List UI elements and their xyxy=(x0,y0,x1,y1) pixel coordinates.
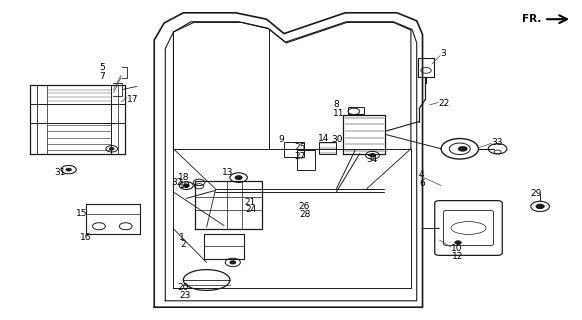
Text: 14: 14 xyxy=(318,134,330,143)
Circle shape xyxy=(536,204,544,209)
Text: 6: 6 xyxy=(419,179,425,188)
Text: 11: 11 xyxy=(333,109,345,118)
Text: 30: 30 xyxy=(332,135,343,144)
Text: 2: 2 xyxy=(180,240,186,249)
Text: 27: 27 xyxy=(294,152,306,161)
Circle shape xyxy=(235,176,242,180)
Text: 22: 22 xyxy=(438,99,449,108)
Circle shape xyxy=(458,146,467,151)
Text: 34: 34 xyxy=(367,155,378,164)
Circle shape xyxy=(230,261,236,264)
Text: 32: 32 xyxy=(172,178,183,187)
Text: 1: 1 xyxy=(179,233,185,242)
Circle shape xyxy=(183,184,189,187)
Text: 20: 20 xyxy=(178,284,189,292)
Text: 26: 26 xyxy=(298,202,310,211)
Bar xyxy=(319,142,336,154)
Text: 10: 10 xyxy=(451,244,463,253)
Circle shape xyxy=(66,168,72,171)
Text: 21: 21 xyxy=(244,198,256,207)
Text: FR.: FR. xyxy=(522,14,541,24)
Text: 8: 8 xyxy=(333,100,339,109)
Circle shape xyxy=(455,241,462,244)
Text: 5: 5 xyxy=(99,63,105,72)
Text: 7: 7 xyxy=(99,72,105,81)
Text: 3: 3 xyxy=(440,49,446,58)
Text: 18: 18 xyxy=(178,173,189,182)
Text: 19: 19 xyxy=(179,181,191,190)
Text: 29: 29 xyxy=(531,189,542,198)
Bar xyxy=(284,142,304,157)
Text: 16: 16 xyxy=(80,233,92,242)
Text: 4: 4 xyxy=(419,170,425,179)
Circle shape xyxy=(370,154,375,157)
Text: 9: 9 xyxy=(279,135,285,144)
Text: 25: 25 xyxy=(294,143,306,152)
Circle shape xyxy=(109,148,114,150)
Text: 23: 23 xyxy=(179,292,191,300)
Text: 31: 31 xyxy=(54,168,66,177)
Text: 33: 33 xyxy=(491,138,503,147)
Bar xyxy=(348,107,364,114)
Text: 24: 24 xyxy=(246,205,257,214)
Bar xyxy=(297,150,315,170)
Text: 17: 17 xyxy=(127,95,139,104)
Text: 12: 12 xyxy=(452,252,463,261)
Text: 15: 15 xyxy=(76,209,87,218)
Text: 28: 28 xyxy=(299,210,311,219)
Text: 13: 13 xyxy=(222,168,234,177)
